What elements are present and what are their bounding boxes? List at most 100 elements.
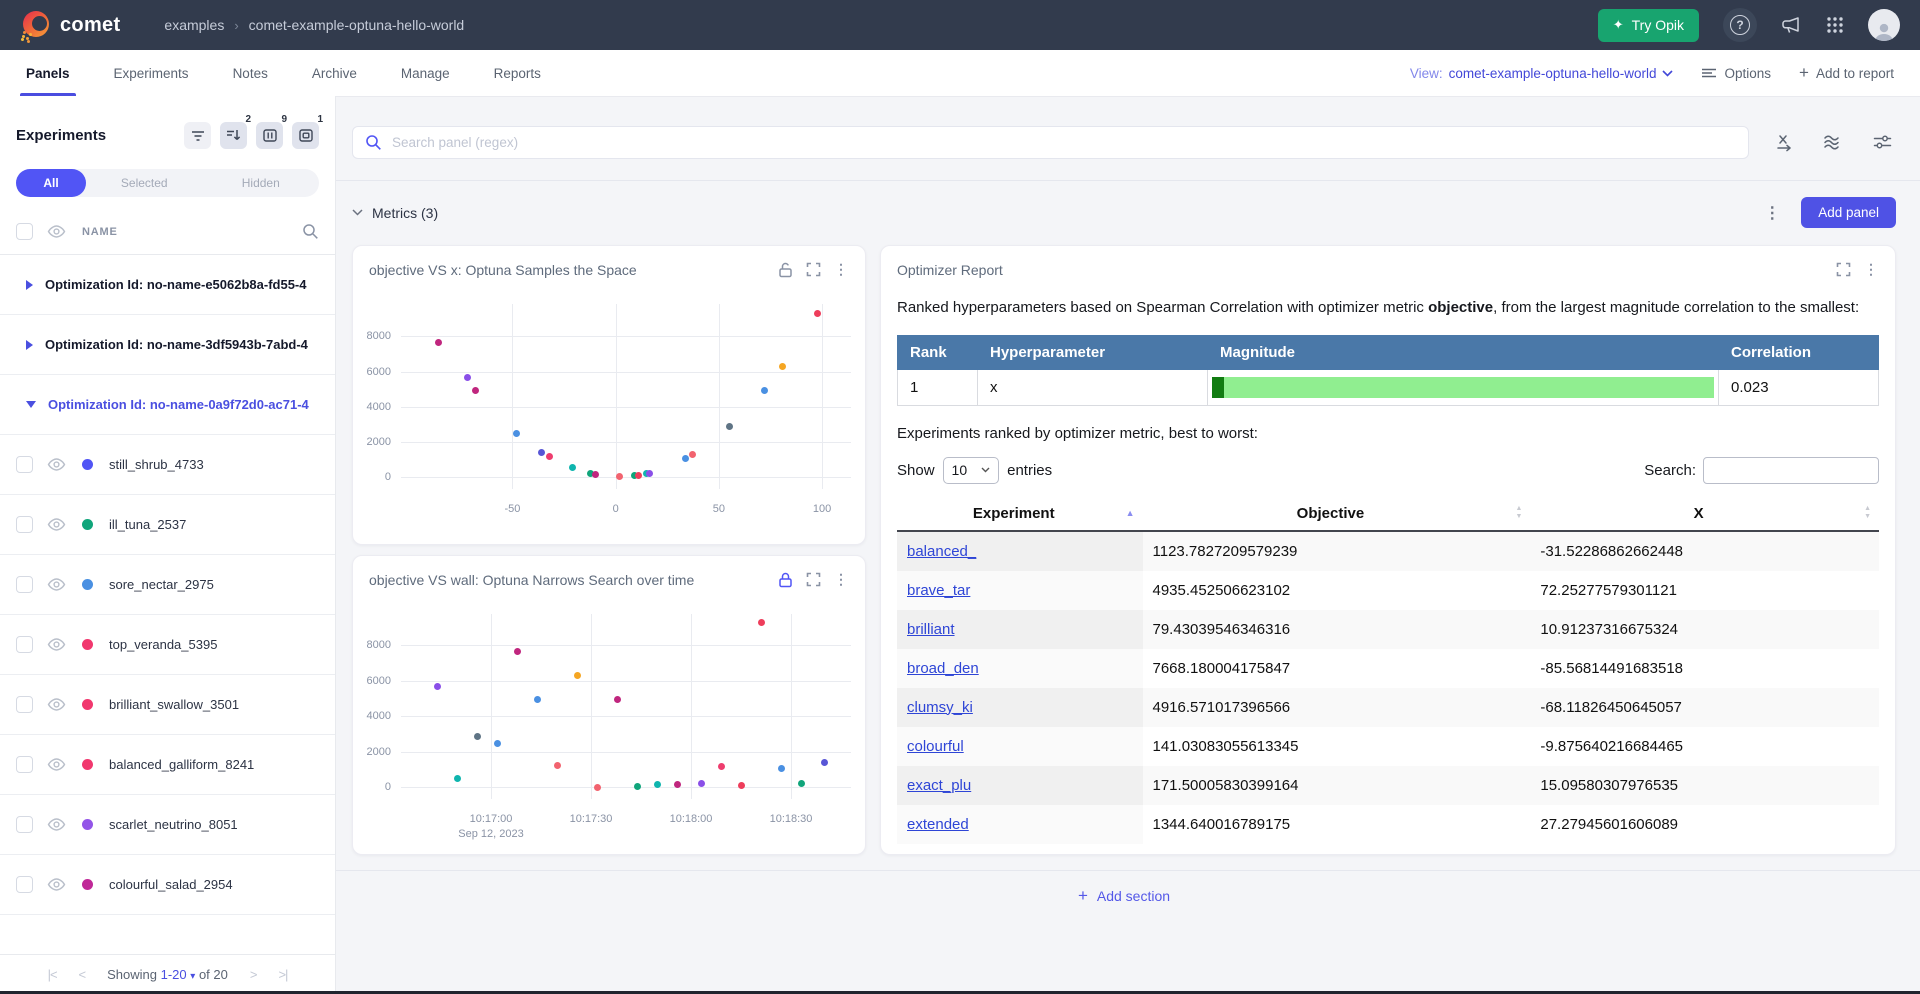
page-range-dropdown[interactable]: 1-20	[160, 967, 187, 982]
x-axis-icon[interactable]	[1775, 134, 1793, 152]
lock-open-icon[interactable]	[778, 262, 793, 278]
experiment-link[interactable]: balanced_	[907, 542, 977, 560]
next-page-button[interactable]: >	[249, 967, 258, 982]
experiment-row[interactable]: brilliant_swallow_3501	[0, 675, 335, 735]
first-page-button[interactable]: |<	[47, 967, 58, 982]
sliders-icon[interactable]	[1873, 134, 1892, 152]
page-size-select[interactable]: 10	[942, 456, 1000, 484]
options-button[interactable]: Options	[1701, 66, 1771, 81]
user-avatar[interactable]	[1868, 9, 1900, 41]
fullscreen-icon[interactable]	[806, 572, 821, 587]
col-header-objective[interactable]: Objective ▲ ▼	[1142, 496, 1531, 532]
experiment-link[interactable]: brilliant	[907, 620, 955, 638]
breadcrumb-project[interactable]: comet-example-optuna-hello-world	[248, 17, 465, 33]
experiment-row[interactable]: top_veranda_5395	[0, 615, 335, 675]
experiment-checkbox[interactable]	[16, 576, 33, 593]
visibility-eye-icon[interactable]	[47, 638, 66, 651]
view-selector[interactable]: View: comet-example-optuna-hello-world	[1410, 66, 1674, 81]
chart-kebab-icon[interactable]: ⋮	[834, 261, 849, 277]
experiment-link[interactable]: broad_den	[907, 659, 979, 677]
experiment-checkbox[interactable]	[16, 456, 33, 473]
experiment-name: ill_tuna_2537	[109, 517, 187, 532]
tab-panels[interactable]: Panels	[20, 50, 76, 96]
experiment-link[interactable]: exact_plu	[907, 776, 972, 794]
columns-button[interactable]: 9	[256, 114, 287, 149]
add-panel-button[interactable]: Add panel	[1801, 197, 1896, 228]
visibility-eye-icon[interactable]	[47, 225, 66, 238]
scatter-point	[654, 780, 662, 788]
sort-button[interactable]: 2	[220, 114, 251, 149]
experiment-checkbox[interactable]	[16, 696, 33, 713]
tab-archive[interactable]: Archive	[311, 65, 357, 81]
col-header-x[interactable]: X ▲ ▼	[1530, 496, 1879, 532]
segment-selected[interactable]: Selected	[120, 176, 168, 190]
experiment-link[interactable]: clumsy_ki	[907, 698, 973, 716]
experiment-checkbox[interactable]	[16, 756, 33, 773]
filter-button[interactable]	[184, 122, 211, 149]
group-label: Optimization Id: no-name-0a9f72d0-ac71-4	[48, 397, 309, 412]
experiment-name: top_veranda_5395	[109, 637, 218, 652]
tab-experiments[interactable]: Experiments	[113, 65, 189, 81]
experiment-checkbox[interactable]	[16, 816, 33, 833]
scatter-point	[471, 387, 479, 394]
breadcrumb: examples › comet-example-optuna-hello-wo…	[164, 17, 464, 33]
visibility-eye-icon[interactable]	[47, 578, 66, 591]
collapse-section-icon[interactable]	[352, 209, 363, 216]
select-all-checkbox[interactable]	[16, 223, 33, 240]
experiment-link[interactable]: colourful	[907, 737, 964, 755]
prev-page-button[interactable]: <	[78, 967, 87, 982]
visibility-eye-icon[interactable]	[47, 698, 66, 711]
panel-search-input[interactable]	[392, 135, 1736, 150]
tab-notes[interactable]: Notes	[232, 65, 268, 81]
sidebar-group-row[interactable]: Optimization Id: no-name-e5062b8a-fd55-4	[0, 255, 335, 315]
tab-manage[interactable]: Manage	[400, 65, 450, 81]
experiment-link[interactable]: brave_tar	[907, 581, 971, 599]
breadcrumb-workspace[interactable]: examples	[164, 17, 225, 33]
experiment-checkbox[interactable]	[16, 876, 33, 893]
experiment-link[interactable]: extended	[907, 815, 969, 833]
experiment-color-dot	[82, 579, 93, 590]
experiment-checkbox[interactable]	[16, 516, 33, 533]
visibility-eye-icon[interactable]	[47, 518, 66, 531]
experiment-row[interactable]: balanced_galliform_8241	[0, 735, 335, 795]
panel-search-box[interactable]	[352, 126, 1749, 159]
group-button[interactable]: 1	[292, 114, 323, 149]
sidebar-search-icon[interactable]	[302, 223, 319, 240]
tab-reports[interactable]: Reports	[493, 65, 541, 81]
last-page-button[interactable]: >|	[278, 967, 288, 982]
smoothing-icon[interactable]	[1823, 134, 1843, 152]
panel-kebab-icon[interactable]: ⋮	[1864, 261, 1879, 277]
visibility-eye-icon[interactable]	[47, 818, 66, 831]
visibility-eye-icon[interactable]	[47, 878, 66, 891]
objective-value: 141.03083055613345	[1152, 737, 1299, 755]
experiment-row[interactable]: colourful_salad_2954	[0, 855, 335, 915]
help-icon[interactable]: ?	[1723, 8, 1757, 42]
fullscreen-icon[interactable]	[1836, 262, 1851, 277]
experiment-row[interactable]: ill_tuna_2537	[0, 495, 335, 555]
chart-kebab-icon[interactable]: ⋮	[834, 571, 849, 587]
fullscreen-icon[interactable]	[806, 262, 821, 277]
scatter-point	[463, 374, 471, 382]
section-kebab-icon[interactable]: ⋮	[1764, 204, 1782, 222]
segment-hidden[interactable]: Hidden	[241, 176, 280, 190]
comet-logo[interactable]: comet	[20, 10, 120, 40]
sidebar-group-row[interactable]: Optimization Id: no-name-3df5943b-7abd-4	[0, 315, 335, 375]
table-search-input[interactable]	[1703, 456, 1879, 484]
add-section-button[interactable]: + Add section	[1077, 886, 1171, 905]
group-badge: 1	[317, 114, 323, 125]
sidebar-group-row[interactable]: Optimization Id: no-name-0a9f72d0-ac71-4	[0, 375, 335, 435]
experiment-row[interactable]: still_shrub_4733	[0, 435, 335, 495]
experiment-row[interactable]: scarlet_neutrino_8051	[0, 795, 335, 855]
visibility-eye-icon[interactable]	[47, 458, 66, 471]
add-to-report-button[interactable]: + Add to report	[1799, 63, 1894, 82]
announcements-icon[interactable]	[1781, 16, 1802, 35]
scatter-point	[634, 471, 642, 479]
experiment-row[interactable]: sore_nectar_2975	[0, 555, 335, 615]
experiment-checkbox[interactable]	[16, 636, 33, 653]
segment-all[interactable]: All	[16, 169, 86, 197]
try-opik-button[interactable]: ✦ Try Opik	[1597, 8, 1699, 42]
apps-grid-icon[interactable]	[1826, 16, 1844, 34]
visibility-eye-icon[interactable]	[47, 758, 66, 771]
lock-closed-icon[interactable]	[778, 572, 793, 588]
col-header-experiment[interactable]: Experiment ▲	[897, 496, 1143, 532]
